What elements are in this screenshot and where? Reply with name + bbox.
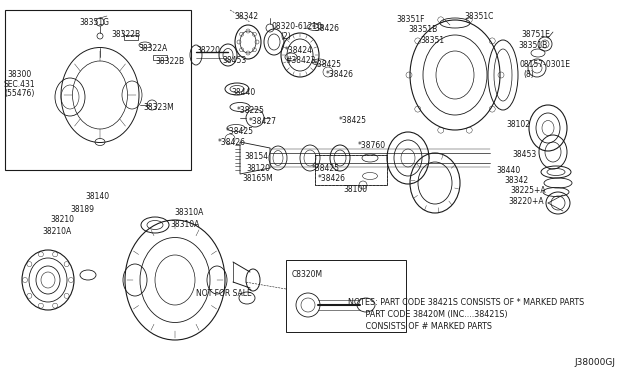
Text: 38310A: 38310A	[170, 220, 200, 229]
Text: CONSISTS OF # MARKED PARTS: CONSISTS OF # MARKED PARTS	[348, 322, 492, 331]
Text: 38210A: 38210A	[42, 227, 71, 236]
Text: 38351B: 38351B	[408, 25, 437, 34]
Text: 38165M: 38165M	[242, 174, 273, 183]
Bar	[286, 260, 406, 332]
Text: 38300: 38300	[7, 70, 31, 79]
Text: 38453: 38453	[512, 150, 536, 159]
Text: *38426: *38426	[326, 70, 354, 79]
Text: C8320M: C8320M	[292, 270, 323, 279]
Text: 38342: 38342	[504, 176, 528, 185]
Text: *38225: *38225	[237, 106, 265, 115]
Text: #38423: #38423	[285, 56, 316, 65]
Text: 38210: 38210	[50, 215, 74, 224]
Text: *38425: *38425	[314, 60, 342, 69]
Bar	[153, 55, 167, 60]
Bar	[315, 155, 387, 185]
Text: 38323M: 38323M	[143, 103, 173, 112]
Text: *38425: *38425	[339, 116, 367, 125]
Text: 38322B: 38322B	[155, 57, 184, 66]
Text: 38140: 38140	[85, 192, 109, 201]
Text: (55476): (55476)	[4, 89, 35, 98]
Text: NOTES: PART CODE 38421S CONSISTS OF * MARKED PARTS: NOTES: PART CODE 38421S CONSISTS OF * MA…	[348, 298, 584, 307]
Text: J38000GJ: J38000GJ	[574, 358, 615, 367]
Text: PART CODE 38420M (INC....38421S): PART CODE 38420M (INC....38421S)	[348, 310, 508, 319]
Text: 38225+A: 38225+A	[510, 186, 546, 195]
Bar	[315, 155, 387, 185]
Text: SEC.431: SEC.431	[4, 80, 36, 89]
Text: *38425: *38425	[226, 127, 254, 136]
Text: 38351G: 38351G	[79, 18, 109, 27]
Text: NOT FOR SALE: NOT FOR SALE	[196, 289, 252, 298]
Text: 38453: 38453	[222, 56, 246, 65]
Text: 38189: 38189	[70, 205, 94, 214]
Text: *38425: *38425	[312, 164, 340, 173]
Text: 38351C: 38351C	[464, 12, 493, 21]
Text: 38220: 38220	[196, 46, 220, 55]
Text: (2): (2)	[280, 32, 291, 41]
Text: *38424: *38424	[285, 46, 313, 55]
Text: 38351B: 38351B	[518, 41, 547, 50]
Text: 38102: 38102	[506, 120, 530, 129]
Text: 38220+A: 38220+A	[508, 197, 543, 206]
Text: 38351: 38351	[420, 36, 444, 45]
Text: 38751E: 38751E	[521, 30, 550, 39]
Text: 08157-0301E: 08157-0301E	[519, 60, 570, 69]
Text: 38351F: 38351F	[396, 15, 424, 24]
Bar	[124, 35, 138, 40]
Text: *38426: *38426	[218, 138, 246, 147]
Text: *38760: *38760	[358, 141, 386, 150]
Text: 38120: 38120	[246, 164, 270, 173]
Text: 38154: 38154	[244, 152, 268, 161]
Text: 38440: 38440	[496, 166, 520, 175]
Text: 38440: 38440	[231, 88, 255, 97]
Text: 38322A: 38322A	[138, 44, 167, 53]
Text: 38310A: 38310A	[174, 208, 204, 217]
Text: *38427: *38427	[249, 117, 277, 126]
Text: 08320-61210: 08320-61210	[272, 22, 323, 31]
Bar	[5, 10, 191, 170]
Text: (8): (8)	[523, 70, 534, 79]
Text: *38426: *38426	[312, 24, 340, 33]
Text: 38322B: 38322B	[111, 30, 140, 39]
Text: *38426: *38426	[318, 174, 346, 183]
Text: 38342: 38342	[234, 12, 258, 21]
Text: 38100: 38100	[343, 185, 367, 194]
